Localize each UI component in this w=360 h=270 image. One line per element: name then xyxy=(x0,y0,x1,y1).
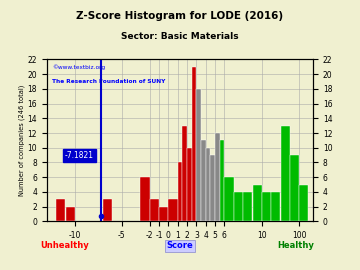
Bar xyxy=(211,155,215,221)
Text: Sector: Basic Materials: Sector: Basic Materials xyxy=(121,32,239,41)
Bar xyxy=(183,126,187,221)
Bar xyxy=(197,89,201,221)
Bar xyxy=(252,185,262,221)
Text: Unhealthy: Unhealthy xyxy=(40,241,89,250)
Bar xyxy=(168,199,177,221)
Bar xyxy=(262,192,271,221)
Bar xyxy=(103,199,112,221)
Bar xyxy=(243,192,252,221)
Text: Score: Score xyxy=(167,241,193,250)
Text: Z-Score Histogram for LODE (2016): Z-Score Histogram for LODE (2016) xyxy=(76,11,284,21)
Text: The Research Foundation of SUNY: The Research Foundation of SUNY xyxy=(52,79,166,84)
Bar xyxy=(220,140,224,221)
Bar xyxy=(178,163,182,221)
Text: Healthy: Healthy xyxy=(277,241,314,250)
Bar xyxy=(187,148,192,221)
Bar xyxy=(206,148,210,221)
Bar xyxy=(299,185,309,221)
Text: -7.1821: -7.1821 xyxy=(65,151,94,160)
Y-axis label: Number of companies (246 total): Number of companies (246 total) xyxy=(18,85,25,196)
Bar xyxy=(159,207,168,221)
Bar xyxy=(66,207,75,221)
Bar xyxy=(140,177,149,221)
Bar xyxy=(192,67,196,221)
Bar xyxy=(280,126,290,221)
Bar xyxy=(234,192,243,221)
Bar xyxy=(201,140,206,221)
Bar xyxy=(225,177,234,221)
Bar xyxy=(290,155,299,221)
Bar xyxy=(56,199,66,221)
Bar xyxy=(271,192,280,221)
Bar xyxy=(150,199,159,221)
Text: ©www.textbiz.org: ©www.textbiz.org xyxy=(52,64,105,70)
Bar xyxy=(215,133,220,221)
